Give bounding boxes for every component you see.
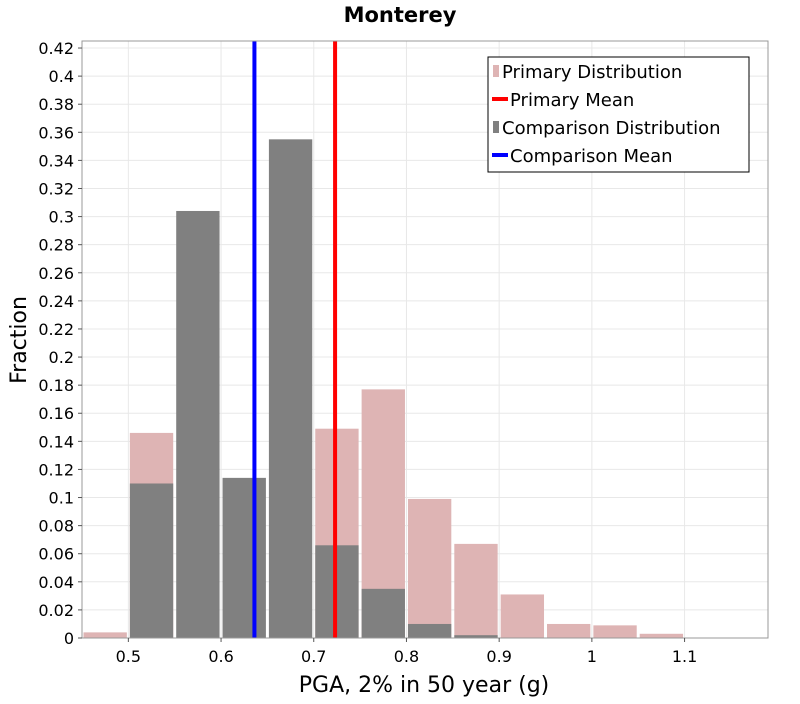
y-tick-label: 0.36 (38, 123, 74, 142)
y-tick-label: 0.32 (38, 179, 74, 198)
comparison-bar (454, 635, 498, 638)
y-tick-label: 0.04 (38, 573, 74, 592)
x-tick-label: 1.1 (672, 647, 697, 666)
comparison-bar (268, 139, 313, 638)
y-tick-label: 0.38 (38, 95, 74, 114)
x-tick-label: 1 (587, 647, 597, 666)
x-tick-label: 0.6 (208, 647, 233, 666)
x-tick-label: 0.7 (301, 647, 326, 666)
comparison-bar (129, 483, 174, 638)
comparison-bar (361, 588, 405, 638)
legend-label: Comparison Mean (510, 146, 673, 167)
axes (81, 40, 769, 639)
primary-bar (547, 623, 591, 638)
x-tick-label: 0.9 (486, 647, 511, 666)
comparison-bar (222, 477, 266, 638)
legend-swatch (493, 65, 499, 77)
y-tick-label: 0 (64, 629, 74, 648)
x-axis-ticks: 0.5 0.6 0.7 0.8 0.9 1 1.1 (116, 638, 697, 666)
comparison-bar (407, 623, 452, 638)
x-axis-label: PGA, 2% in 50 year (g) (299, 673, 550, 698)
y-tick-label: 0.24 (38, 292, 74, 311)
primary-bar (593, 625, 637, 638)
primary-bar (639, 633, 684, 638)
legend-box (487, 56, 750, 173)
y-tick-label: 0.28 (38, 236, 74, 255)
y-tick-label: 0.34 (38, 151, 74, 170)
comparison-bar (176, 210, 220, 638)
plot-frame (81, 40, 769, 639)
primary-bar (83, 632, 127, 638)
y-tick-label: 0.12 (38, 460, 74, 479)
x-tick-label: 0.8 (394, 647, 419, 666)
y-tick-label: 0.4 (49, 67, 74, 86)
y-tick-label: 0.3 (49, 208, 74, 227)
y-tick-label: 0.2 (49, 348, 74, 367)
y-tick-label: 0.06 (38, 545, 74, 564)
y-tick-label: 0.26 (38, 264, 74, 283)
x-tick-label: 0.5 (116, 647, 141, 666)
y-axis-label: Fraction (7, 296, 32, 384)
y-tick-label: 0.14 (38, 432, 74, 451)
legend-label: Primary Mean (510, 90, 634, 111)
primary-bar (407, 498, 452, 638)
y-tick-label: 0.42 (38, 39, 74, 58)
legend-label: Comparison Distribution (502, 118, 721, 139)
y-tick-label: 0.1 (49, 489, 74, 508)
y-tick-label: 0.22 (38, 320, 74, 339)
y-tick-label: 0.18 (38, 376, 74, 395)
mean-lines (252, 41, 338, 638)
comparison-distribution-bars (129, 139, 498, 638)
primary-bar (500, 594, 545, 638)
y-tick-label: 0.08 (38, 517, 74, 536)
primary-bar (454, 543, 498, 638)
legend-label: Primary Distribution (502, 62, 682, 83)
chart-title: Monterey (344, 3, 457, 27)
legend-swatch (493, 121, 499, 133)
y-tick-label: 0.16 (38, 404, 74, 423)
legend: Primary Distribution Primary Mean Comparis… (487, 56, 750, 173)
y-axis-ticks: 0 0.02 0.04 0.06 0.08 0.1 0.12 0.14 0.16 0.18 0.2 0… (38, 39, 82, 648)
y-tick-label: 0.02 (38, 601, 74, 620)
